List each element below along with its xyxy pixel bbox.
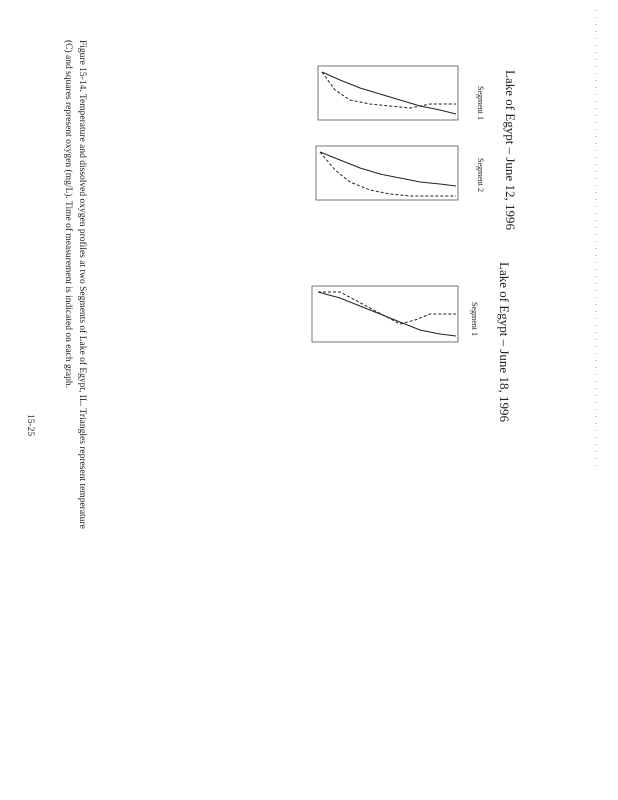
figure-title: Lake of Egypt – June 12, 1996 bbox=[503, 70, 518, 230]
temperature-curve bbox=[321, 71, 457, 115]
oxygen-curve bbox=[319, 151, 456, 197]
figure-title: Lake of Egypt – June 18, 1996 bbox=[497, 262, 512, 422]
temperature-curve bbox=[317, 291, 457, 337]
panel-label: Segment 1 bbox=[470, 302, 479, 336]
profile-plot bbox=[315, 145, 459, 201]
caption-line: Figure 15-14. Temperature and dissolved … bbox=[77, 40, 88, 529]
profile-plot bbox=[311, 285, 459, 343]
page-number: 15-25 bbox=[25, 414, 35, 436]
panel-label: Segment 1 bbox=[476, 86, 485, 120]
oxygen-curve bbox=[318, 291, 456, 325]
oxygen-curve bbox=[321, 71, 456, 109]
caption-line: (C) and squares represent oxygen (mg/L).… bbox=[63, 40, 74, 388]
temperature-curve bbox=[319, 151, 457, 187]
panel-label: Segment 2 bbox=[476, 158, 485, 192]
profile-plot bbox=[317, 65, 459, 121]
